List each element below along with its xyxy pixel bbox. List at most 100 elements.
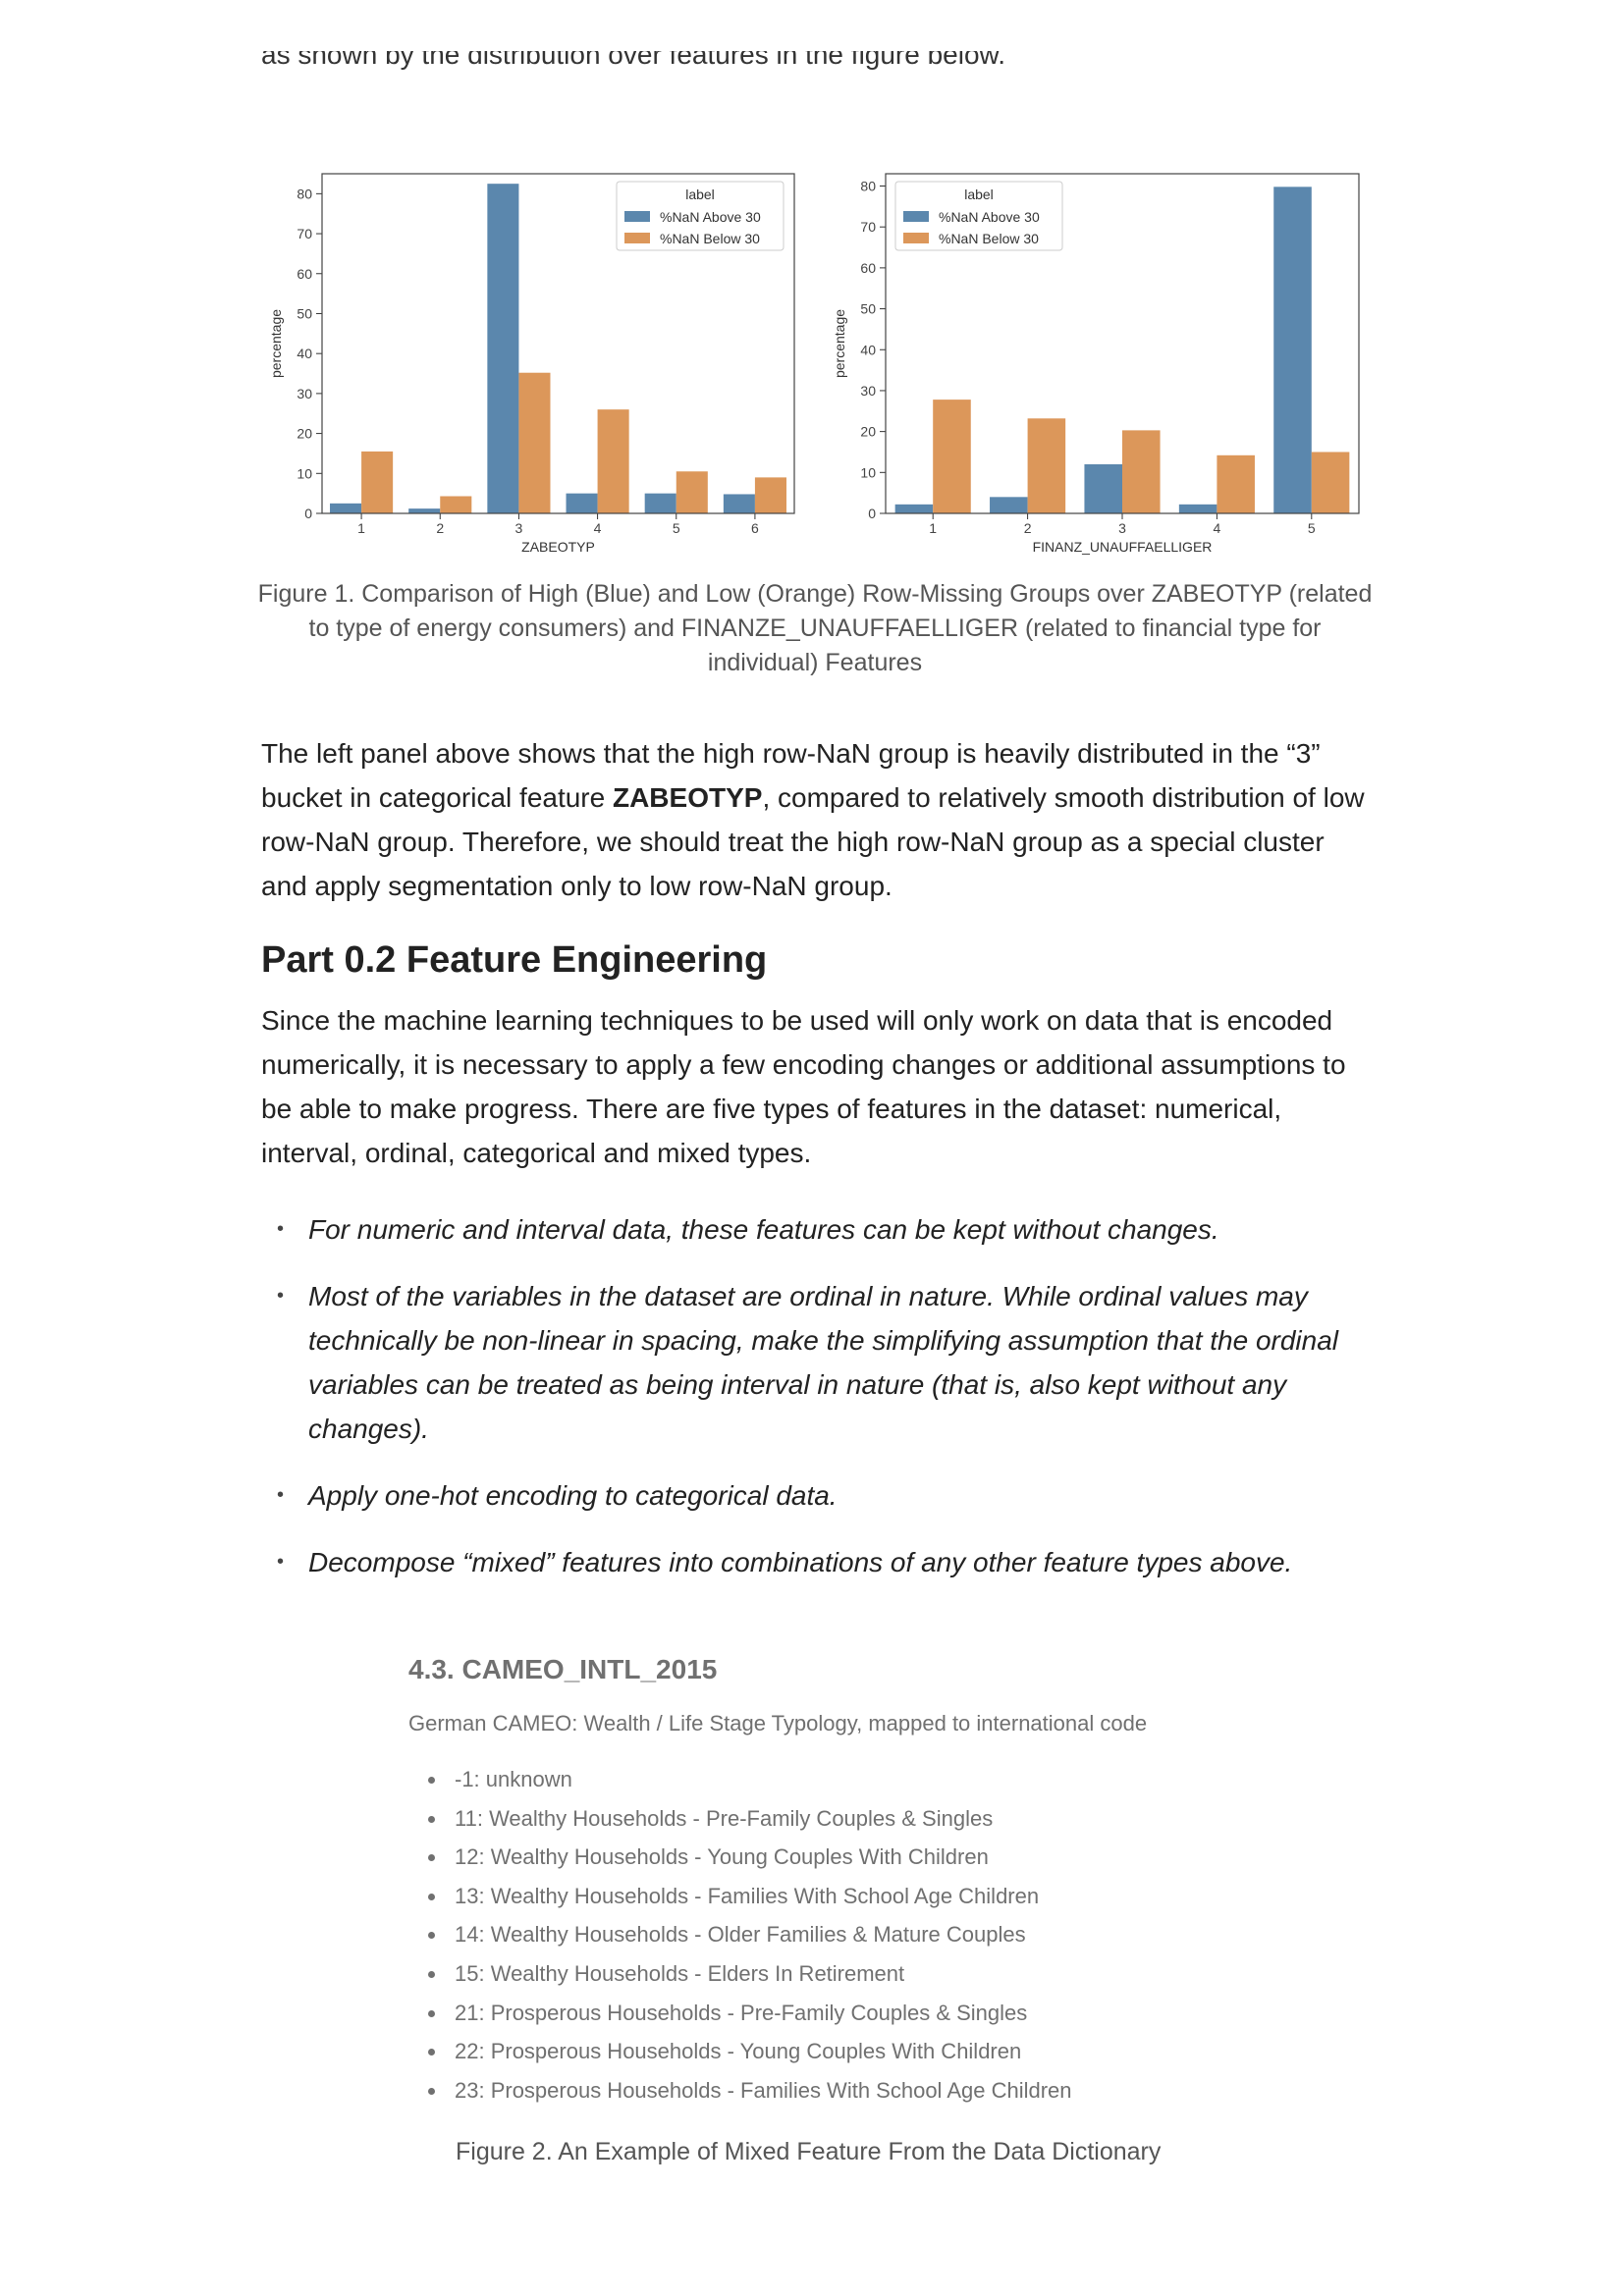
- bar: [330, 503, 362, 513]
- paragraph-text-after: , compared to relatively smooth distribu…: [261, 782, 1365, 901]
- zabeotyp-chart: 0 10 20 30 40 50 60 70 80 1 2 3 4 5 6 ZABEOTYP percentag…: [268, 173, 795, 555]
- paragraph-bold-term: ZABEOTYP: [612, 782, 763, 813]
- list-item: • Apply one-hot encoding to categorical d…: [261, 1473, 1380, 1518]
- x-tick-label: 1: [929, 520, 937, 536]
- dictionary-item: 13: Wealthy Households - Families With S…: [408, 1877, 1292, 1916]
- feature-treatment-list: • For numeric and interval data, these fe…: [261, 1207, 1380, 1607]
- y-tick-label: 20: [297, 426, 312, 442]
- y-tick-label: 50: [860, 301, 876, 317]
- legend-box: [894, 181, 1063, 251]
- x-tick-label: 5: [1308, 520, 1316, 536]
- bar: [1178, 504, 1217, 513]
- bar: [566, 493, 598, 513]
- x-tick-label: 3: [1118, 520, 1126, 536]
- dictionary-item: 11: Wealthy Households - Pre-Family Coup…: [408, 1799, 1292, 1839]
- y-tick-label: 20: [860, 424, 876, 440]
- plot-frame: [885, 173, 1360, 514]
- figure-1-caption: Figure 1. Comparison of High (Blue) and …: [257, 580, 1373, 676]
- legend-swatch: [624, 211, 650, 222]
- legend-entry: %NaN Below 30: [660, 231, 760, 246]
- y-axis-label: percentage: [268, 309, 284, 378]
- legend-title: label: [964, 187, 994, 202]
- x-tick-label: 6: [751, 520, 759, 536]
- bullet-marker: •: [277, 1484, 285, 1506]
- y-tick-label: 30: [860, 383, 876, 399]
- y-axis-label: percentage: [832, 309, 847, 378]
- x-tick-label: 1: [357, 520, 365, 536]
- finanz-unauffaelliger-chart: 0 10 20 30 40 50 60 70 80 1 2 3 4 5 FINANZ_UNAUFFAELLI…: [832, 173, 1360, 555]
- dictionary-title: 4.3. CAMEO_INTL_2015: [408, 1654, 718, 1684]
- dictionary-item: 22: Prosperous Households - Young Couple…: [408, 2032, 1292, 2071]
- y-tick-label: 40: [860, 342, 876, 357]
- list-item-text: Most of the variables in the dataset are…: [308, 1281, 1339, 1444]
- x-axis-label: FINANZ_UNAUFFAELLIGER: [1033, 539, 1213, 555]
- bar: [754, 477, 786, 513]
- bar: [723, 494, 755, 513]
- y-tick-label: 50: [297, 305, 312, 321]
- legend-entry: %NaN Below 30: [939, 231, 1039, 246]
- list-item-text: Apply one-hot encoding to categorical da…: [308, 1480, 838, 1511]
- bar: [990, 497, 1028, 513]
- bullet-marker: •: [277, 1218, 285, 1240]
- y-tick-label: 70: [860, 219, 876, 235]
- figure-2-caption: Figure 2. An Example of Mixed Feature Fr…: [456, 2138, 1162, 2165]
- paragraph-text-before: The left panel above shows that the high…: [261, 738, 1321, 813]
- bar: [487, 184, 519, 514]
- y-tick-label: 60: [297, 266, 312, 282]
- section-heading: Part 0.2 Feature Engineering: [261, 939, 768, 981]
- bar: [1027, 418, 1066, 513]
- bar: [440, 496, 472, 513]
- list-item: • Decompose “mixed” features into combina…: [261, 1540, 1380, 1584]
- legend-entry: %NaN Above 30: [939, 209, 1040, 225]
- bar: [1311, 452, 1350, 513]
- dictionary-item: 21: Prosperous Households - Pre-Family C…: [408, 1994, 1292, 2033]
- y-tick-label: 0: [304, 506, 312, 521]
- bar: [1084, 463, 1122, 513]
- y-tick-label: 10: [297, 465, 312, 481]
- paragraph-feature-types: Since the machine learning techniques to…: [261, 1005, 1346, 1168]
- cut-off-text-line: as shown by the distribution over featur…: [261, 51, 1005, 70]
- dictionary-item: 14: Wealthy Households - Older Families …: [408, 1915, 1292, 1954]
- y-tick-label: 80: [860, 179, 876, 194]
- data-dictionary-excerpt: 4.3. CAMEO_INTL_2015 German CAMEO: Wealt…: [408, 1654, 1292, 2109]
- y-tick-label: 30: [297, 386, 312, 401]
- legend-title: label: [685, 187, 715, 202]
- dictionary-item: -1: unknown: [408, 1760, 1292, 1799]
- bar: [676, 471, 708, 513]
- bar: [518, 372, 551, 513]
- dictionary-item: 15: Wealthy Households - Elders In Retir…: [408, 1954, 1292, 1994]
- bullet-marker: •: [277, 1285, 285, 1307]
- x-tick-label: 2: [1024, 520, 1032, 536]
- legend-box: [616, 181, 784, 251]
- dictionary-item: 23: Prosperous Households - Families Wit…: [408, 2071, 1292, 2110]
- bar: [1217, 454, 1255, 513]
- x-tick-label: 4: [1214, 520, 1221, 536]
- bar: [1122, 430, 1161, 513]
- bar: [361, 451, 394, 513]
- bar: [408, 508, 441, 513]
- x-tick-label: 2: [436, 520, 444, 536]
- bar: [597, 409, 629, 513]
- x-tick-label: 3: [515, 520, 523, 536]
- bar: [933, 400, 971, 513]
- y-tick-label: 80: [297, 186, 312, 201]
- paragraph-nan-analysis: The left panel above shows that the high…: [261, 731, 1371, 908]
- legend-entry: %NaN Above 30: [660, 209, 761, 225]
- dictionary-code-list: -1: unknown 11: Wealthy Households - Pre…: [408, 1760, 1292, 2109]
- legend-swatch: [903, 233, 929, 243]
- y-tick-label: 10: [860, 464, 876, 480]
- y-tick-label: 0: [868, 506, 876, 521]
- y-tick-label: 60: [860, 260, 876, 276]
- list-item-text: For numeric and interval data, these fea…: [308, 1214, 1219, 1245]
- bullet-marker: •: [277, 1551, 285, 1573]
- legend-swatch: [903, 211, 929, 222]
- plot-frame: [321, 173, 795, 514]
- list-item-text: Decompose “mixed” features into combinat…: [308, 1547, 1293, 1577]
- bar: [644, 493, 676, 513]
- dictionary-item: 12: Wealthy Households - Young Couples W…: [408, 1838, 1292, 1877]
- list-item: • For numeric and interval data, these fe…: [261, 1207, 1380, 1252]
- list-item: • Most of the variables in the dataset ar…: [261, 1274, 1380, 1451]
- x-axis-label: ZABEOTYP: [521, 539, 595, 555]
- bar: [894, 504, 934, 513]
